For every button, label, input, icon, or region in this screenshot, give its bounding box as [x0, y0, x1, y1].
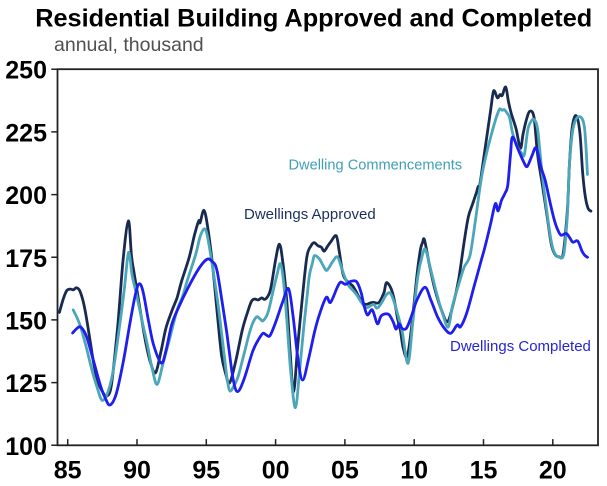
svg-text:20: 20 — [539, 457, 567, 482]
svg-text:85: 85 — [54, 457, 82, 482]
svg-text:200: 200 — [5, 182, 47, 210]
svg-text:10: 10 — [400, 457, 428, 482]
svg-text:100: 100 — [5, 433, 47, 461]
svg-text:90: 90 — [123, 457, 151, 482]
svg-text:00: 00 — [262, 457, 290, 482]
svg-text:Residential Building Approved: Residential Building Approved and Comple… — [35, 5, 592, 33]
svg-text:95: 95 — [192, 457, 220, 482]
svg-text:05: 05 — [331, 457, 359, 482]
svg-text:225: 225 — [5, 119, 47, 147]
svg-text:Dwelling Commencements: Dwelling Commencements — [289, 157, 463, 173]
svg-text:Dwellings Approved: Dwellings Approved — [244, 206, 376, 223]
svg-text:150: 150 — [5, 307, 47, 335]
svg-text:175: 175 — [5, 245, 47, 273]
svg-text:Dwellings Completed: Dwellings Completed — [450, 338, 591, 355]
svg-text:annual, thousand: annual, thousand — [54, 34, 204, 56]
svg-text:125: 125 — [5, 370, 47, 398]
svg-text:250: 250 — [5, 57, 47, 85]
svg-text:15: 15 — [470, 457, 498, 482]
